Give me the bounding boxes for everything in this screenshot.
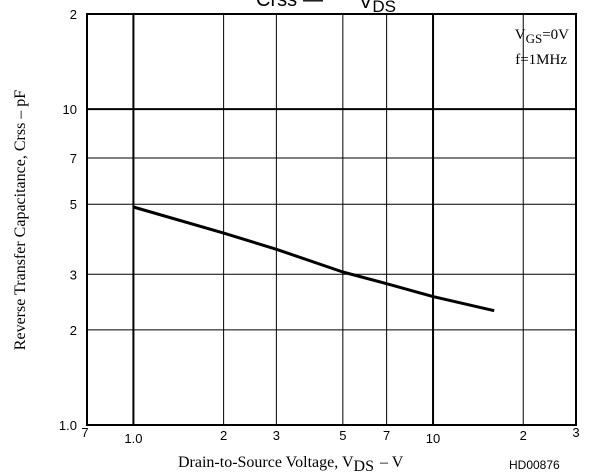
y-tick-label-4: 7 — [70, 151, 77, 166]
x-tick-label-4: 5 — [339, 428, 346, 443]
x-tick-label-3: 3 — [273, 428, 280, 443]
y-tick-label-6: 2 — [70, 7, 77, 22]
x-axis-label-sub: DS — [354, 458, 374, 475]
y-tick-label-2: 3 — [70, 267, 77, 282]
x-tick-label-7: 2 — [520, 428, 527, 443]
x-tick-label-8: 3 — [572, 425, 579, 440]
chart-title-dash: — — [303, 0, 323, 11]
x-tick-label-6: 10 — [426, 431, 440, 446]
grid — [87, 14, 576, 425]
y-tick-label-3: 5 — [70, 197, 77, 212]
x-axis-ticks: 7 1.0 2 3 5 7 10 2 3 — [81, 425, 579, 446]
y-tick-label-0: 1.0 — [59, 418, 77, 433]
chart-title-left: Crss — [256, 0, 297, 11]
x-axis-label-main: Drain-to-Source Voltage, V — [178, 454, 354, 471]
x-axis-label-unit: – V — [379, 454, 404, 471]
annotation-vgs-sub: GS — [526, 31, 543, 46]
y-tick-label-5: 10 — [63, 102, 77, 117]
x-tick-label-2: 2 — [220, 428, 227, 443]
plot-frame — [86, 13, 577, 426]
y-tick-label-1: 2 — [70, 323, 77, 338]
chart-title-right: VDS — [359, 0, 396, 16]
x-tick-label-1: 1.0 — [124, 431, 142, 446]
series — [132, 205, 495, 313]
chart-title-right-main: V — [359, 0, 373, 13]
figure-code: HD00876 — [509, 458, 560, 472]
x-tick-label-0: 7 — [81, 425, 88, 440]
annotation-freq: f=1MHz — [515, 52, 567, 68]
y-axis-label: Reverse Transfer Capacitance, Crss – pF — [12, 90, 29, 350]
x-axis-label: Drain-to-Source Voltage, VDS – V — [178, 454, 404, 475]
annotation-vgs-main: V — [515, 27, 526, 43]
chart-title-right-sub: DS — [372, 0, 396, 16]
annotation-vgs: VGS=0V — [515, 27, 569, 46]
annotation-vgs-val: =0V — [542, 27, 569, 43]
x-tick-label-5: 7 — [383, 428, 390, 443]
y-axis-ticks: 1.0 2 3 5 7 10 2 — [59, 7, 77, 433]
series-line-0 — [132, 205, 495, 313]
